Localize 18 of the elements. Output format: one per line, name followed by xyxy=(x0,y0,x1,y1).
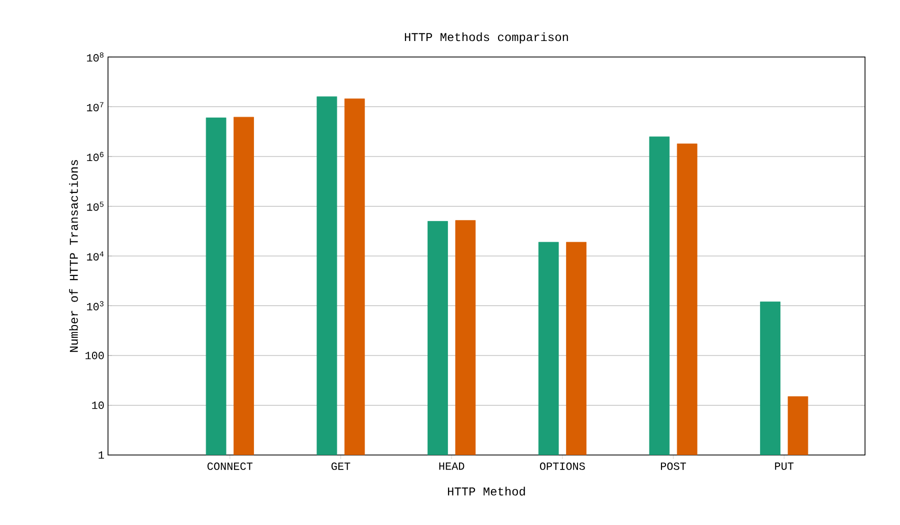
x-tick-label: HEAD xyxy=(439,462,464,470)
x-tick-label: POST xyxy=(660,462,686,470)
y-tick-label: 10$^{8}$ xyxy=(87,52,104,62)
x-tick-label: CONNECT xyxy=(208,462,253,470)
y-tick-label: 10$^{4}$ xyxy=(87,251,104,261)
x-tick-label: PUT xyxy=(775,462,794,470)
y-tick-label: 10$^{5}$ xyxy=(87,202,104,211)
y-tick-label: 1 xyxy=(98,451,104,459)
x-axis-title: HTTP Method xyxy=(448,486,525,496)
chart-title: HTTP Methods comparison xyxy=(404,32,568,44)
y-tick-label: 10$^{6}$ xyxy=(87,152,104,162)
y-tick-label: 10$^{3}$ xyxy=(87,301,104,310)
y-tick-label: 10$^{7}$ xyxy=(87,102,104,112)
x-tick-label: GET xyxy=(332,462,350,470)
y-tick-label: 100 xyxy=(86,352,104,360)
y-tick-label: 10 xyxy=(92,402,104,409)
x-tick-label: OPTIONS xyxy=(540,462,585,470)
y-axis-title: Number of HTTP Transactions xyxy=(69,160,78,352)
